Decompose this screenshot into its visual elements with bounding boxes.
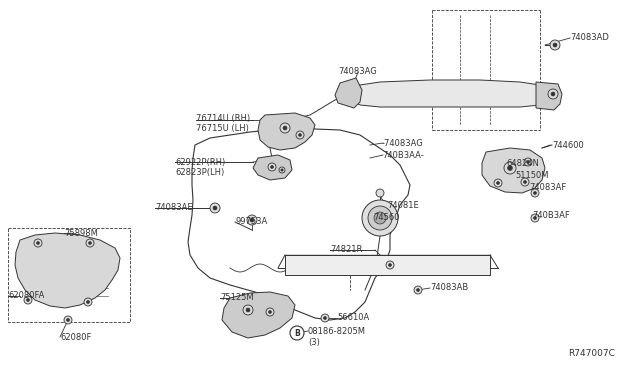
Circle shape xyxy=(266,308,274,316)
Circle shape xyxy=(67,318,70,321)
Text: 99753A: 99753A xyxy=(235,218,268,227)
Circle shape xyxy=(414,286,422,294)
Text: 56610A: 56610A xyxy=(337,314,369,323)
Circle shape xyxy=(362,200,398,236)
Circle shape xyxy=(321,314,329,322)
Text: 74083AB: 74083AB xyxy=(430,283,468,292)
Circle shape xyxy=(508,166,513,170)
Text: 740B3AF: 740B3AF xyxy=(532,211,570,219)
Polygon shape xyxy=(350,80,548,107)
Circle shape xyxy=(368,206,392,230)
Text: 74821R: 74821R xyxy=(330,246,362,254)
Circle shape xyxy=(386,261,394,269)
Circle shape xyxy=(36,241,40,244)
Circle shape xyxy=(524,180,527,183)
Text: B: B xyxy=(294,328,300,337)
Text: 740B3AA-: 740B3AA- xyxy=(382,151,424,160)
Text: 62922P(RH): 62922P(RH) xyxy=(175,157,225,167)
Circle shape xyxy=(86,301,90,304)
Circle shape xyxy=(210,203,220,213)
Circle shape xyxy=(281,169,283,171)
Circle shape xyxy=(296,131,304,139)
Text: 74083AF: 74083AF xyxy=(529,183,566,192)
Text: 74083AG: 74083AG xyxy=(338,67,377,77)
Circle shape xyxy=(271,166,273,169)
Text: 51150M: 51150M xyxy=(515,170,548,180)
Circle shape xyxy=(247,215,257,225)
Text: 74081E: 74081E xyxy=(387,201,419,209)
Circle shape xyxy=(283,126,287,130)
Polygon shape xyxy=(222,292,295,338)
Circle shape xyxy=(26,298,29,301)
Polygon shape xyxy=(285,255,490,275)
Circle shape xyxy=(551,92,555,96)
Text: 62823P(LH): 62823P(LH) xyxy=(175,167,224,176)
Circle shape xyxy=(521,178,529,186)
Text: 75125M: 75125M xyxy=(220,294,253,302)
Circle shape xyxy=(494,179,502,187)
Text: 75898M: 75898M xyxy=(64,228,98,237)
Circle shape xyxy=(534,192,536,195)
Text: 74083AE: 74083AE xyxy=(155,203,193,212)
Polygon shape xyxy=(536,82,562,110)
Circle shape xyxy=(550,40,560,50)
Circle shape xyxy=(64,316,72,324)
Polygon shape xyxy=(15,233,120,308)
Text: 76714U (RH): 76714U (RH) xyxy=(196,113,250,122)
Circle shape xyxy=(250,218,254,222)
Text: 74083AD: 74083AD xyxy=(570,33,609,42)
Circle shape xyxy=(290,326,304,340)
Circle shape xyxy=(524,158,532,166)
Circle shape xyxy=(548,89,558,99)
Circle shape xyxy=(34,239,42,247)
Circle shape xyxy=(280,123,290,133)
Circle shape xyxy=(553,43,557,47)
Text: 08186-8205M: 08186-8205M xyxy=(308,327,366,336)
Circle shape xyxy=(24,296,32,304)
Polygon shape xyxy=(253,155,292,180)
Circle shape xyxy=(497,182,499,185)
Text: R747007C: R747007C xyxy=(568,350,615,359)
Circle shape xyxy=(84,298,92,306)
Circle shape xyxy=(269,311,271,314)
Text: 76715U (LH): 76715U (LH) xyxy=(196,124,249,132)
Circle shape xyxy=(504,162,516,174)
Circle shape xyxy=(268,163,276,171)
Text: (3): (3) xyxy=(308,339,320,347)
Circle shape xyxy=(88,241,92,244)
Circle shape xyxy=(246,308,250,312)
Polygon shape xyxy=(258,113,315,150)
Circle shape xyxy=(388,263,392,266)
Circle shape xyxy=(531,214,539,222)
Circle shape xyxy=(531,189,539,197)
Polygon shape xyxy=(482,148,545,193)
Circle shape xyxy=(323,317,326,320)
Circle shape xyxy=(86,239,94,247)
Circle shape xyxy=(376,189,384,197)
Circle shape xyxy=(298,134,301,137)
Circle shape xyxy=(534,217,536,219)
Text: 74560: 74560 xyxy=(373,214,399,222)
Circle shape xyxy=(527,160,529,164)
Text: 64824N: 64824N xyxy=(506,158,539,167)
Circle shape xyxy=(417,289,419,292)
Circle shape xyxy=(243,305,253,315)
Circle shape xyxy=(374,212,386,224)
Text: -74083AG: -74083AG xyxy=(382,138,424,148)
Text: 744600: 744600 xyxy=(552,141,584,150)
Circle shape xyxy=(279,167,285,173)
Text: 62080F: 62080F xyxy=(60,333,92,341)
Circle shape xyxy=(213,206,217,210)
Text: 62080FA: 62080FA xyxy=(8,292,44,301)
Polygon shape xyxy=(335,78,362,108)
